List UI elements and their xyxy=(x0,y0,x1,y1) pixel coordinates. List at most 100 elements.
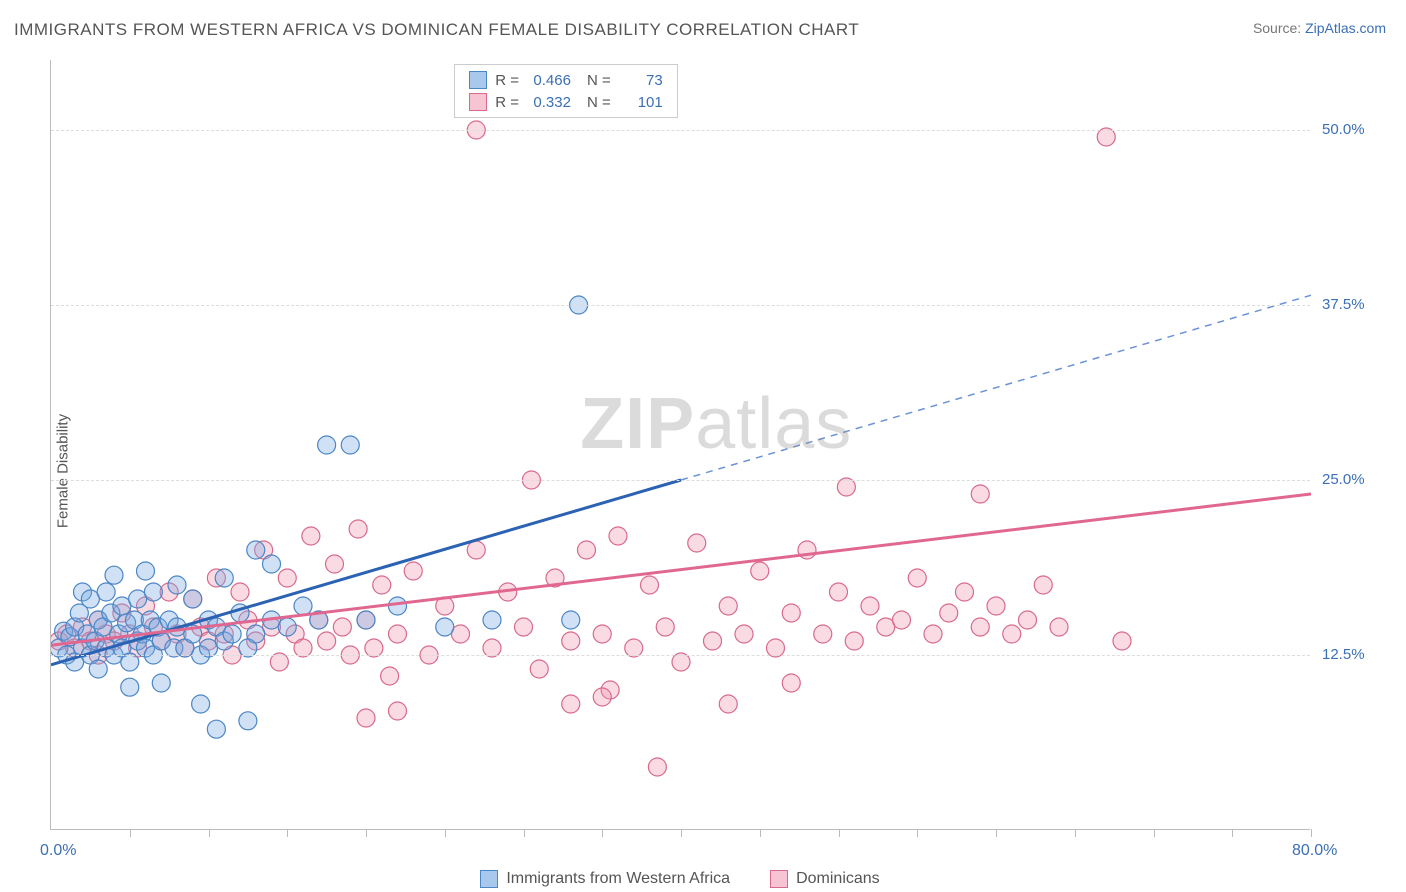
data-point xyxy=(137,562,155,580)
legend-row: R = 0.332 N = 101 xyxy=(469,93,663,111)
source-link[interactable]: ZipAtlas.com xyxy=(1305,20,1386,36)
x-origin-label: 0.0% xyxy=(40,842,76,860)
plot-area: ZIPatlas R =0.466N =73R =0.332N =101 xyxy=(50,60,1310,830)
data-point xyxy=(302,527,320,545)
x-tick xyxy=(1311,829,1312,837)
legend-r-value: 0.466 xyxy=(527,72,571,89)
data-point xyxy=(648,758,666,776)
data-point xyxy=(578,541,596,559)
legend-swatch xyxy=(480,870,498,888)
data-point xyxy=(357,611,375,629)
data-point xyxy=(231,583,249,601)
data-point xyxy=(908,569,926,587)
legend-n-label: N = xyxy=(587,72,611,89)
legend-bottom-item: Dominicans xyxy=(770,870,880,888)
legend-series-label: Dominicans xyxy=(796,870,880,888)
data-point xyxy=(326,555,344,573)
data-point xyxy=(389,625,407,643)
legend-swatch xyxy=(469,71,487,89)
y-tick-label: 37.5% xyxy=(1322,296,1365,313)
data-point xyxy=(278,569,296,587)
x-tick xyxy=(1232,829,1233,837)
data-point xyxy=(688,534,706,552)
gridline xyxy=(51,480,1310,481)
data-point xyxy=(373,576,391,594)
data-point xyxy=(1003,625,1021,643)
x-tick xyxy=(602,829,603,837)
data-point xyxy=(814,625,832,643)
source-attribution: Source: ZipAtlas.com xyxy=(1253,20,1386,36)
data-point xyxy=(389,702,407,720)
data-point xyxy=(782,674,800,692)
data-point xyxy=(121,678,139,696)
data-point xyxy=(593,688,611,706)
data-point xyxy=(562,695,580,713)
x-tick xyxy=(287,829,288,837)
data-point xyxy=(263,555,281,573)
data-point xyxy=(751,562,769,580)
legend-n-value: 101 xyxy=(619,94,663,111)
data-point xyxy=(247,541,265,559)
data-point xyxy=(239,712,257,730)
data-point xyxy=(333,618,351,636)
data-point xyxy=(641,576,659,594)
data-point xyxy=(207,720,225,738)
data-point xyxy=(861,597,879,615)
chart-title: IMMIGRANTS FROM WESTERN AFRICA VS DOMINI… xyxy=(14,20,859,40)
x-tick xyxy=(839,829,840,837)
gridline xyxy=(51,130,1310,131)
legend-bottom: Immigrants from Western Africa Dominicans xyxy=(50,870,1310,888)
data-point xyxy=(97,583,115,601)
data-point xyxy=(467,541,485,559)
data-point xyxy=(719,695,737,713)
data-point xyxy=(530,660,548,678)
x-tick xyxy=(524,829,525,837)
legend-bottom-item: Immigrants from Western Africa xyxy=(480,870,730,888)
x-tick xyxy=(445,829,446,837)
x-tick xyxy=(366,829,367,837)
legend-swatch xyxy=(770,870,788,888)
trend-line xyxy=(51,494,1311,645)
y-tick-label: 12.5% xyxy=(1322,646,1365,663)
data-point xyxy=(562,611,580,629)
data-point xyxy=(719,597,737,615)
legend-r-label: R = xyxy=(495,72,519,89)
trend-line-dashed xyxy=(681,295,1311,480)
legend-r-value: 0.332 xyxy=(527,94,571,111)
data-point xyxy=(168,576,186,594)
legend-series-label: Immigrants from Western Africa xyxy=(506,870,730,888)
data-point xyxy=(318,632,336,650)
data-point xyxy=(893,611,911,629)
chart-container: Female Disability ZIPatlas R =0.466N =73… xyxy=(0,50,1406,892)
x-tick xyxy=(1154,829,1155,837)
x-tick xyxy=(681,829,682,837)
data-point xyxy=(940,604,958,622)
data-point xyxy=(483,611,501,629)
legend-r-label: R = xyxy=(495,94,519,111)
data-point xyxy=(215,569,233,587)
data-point xyxy=(515,618,533,636)
y-tick-label: 50.0% xyxy=(1322,121,1365,138)
data-point xyxy=(735,625,753,643)
data-point xyxy=(247,625,265,643)
x-tick xyxy=(209,829,210,837)
data-point xyxy=(381,667,399,685)
y-tick-label: 25.0% xyxy=(1322,471,1365,488)
data-point xyxy=(349,520,367,538)
data-point xyxy=(404,562,422,580)
data-point xyxy=(971,485,989,503)
data-point xyxy=(223,625,241,643)
data-point xyxy=(656,618,674,636)
data-point xyxy=(278,618,296,636)
x-tick xyxy=(917,829,918,837)
data-point xyxy=(562,632,580,650)
gridline xyxy=(51,655,1310,656)
data-point xyxy=(1034,576,1052,594)
legend-n-label: N = xyxy=(587,94,611,111)
data-point xyxy=(184,590,202,608)
data-point xyxy=(924,625,942,643)
x-tick xyxy=(760,829,761,837)
data-point xyxy=(609,527,627,545)
data-point xyxy=(144,583,162,601)
data-point xyxy=(593,625,611,643)
